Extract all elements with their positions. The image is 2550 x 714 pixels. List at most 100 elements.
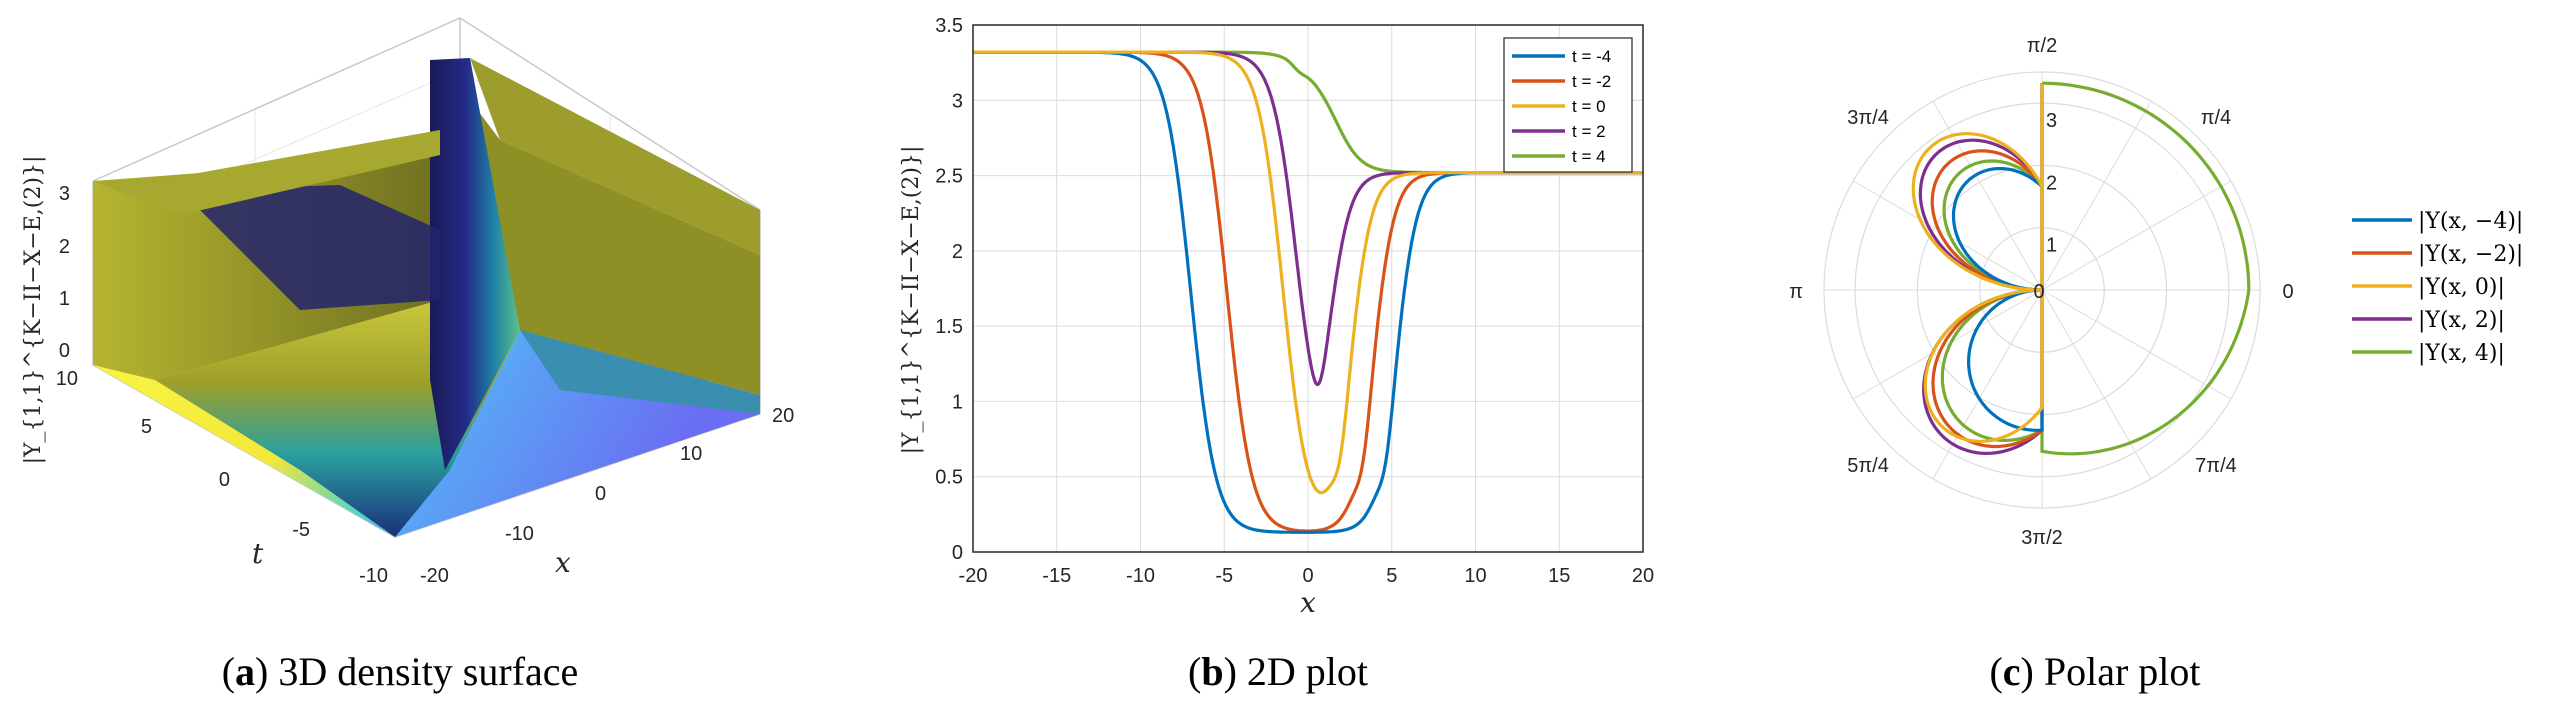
x3-axis-label: x xyxy=(555,546,571,579)
z-tick-0: 0 xyxy=(59,340,70,362)
b-x-ticks: -20 -15 -10 -5 0 5 10 15 20 xyxy=(959,565,1655,587)
b-x-tick-label: 0 xyxy=(1302,565,1313,587)
b-y-ticks: 0 0.5 1 1.5 2 2.5 3 3.5 xyxy=(935,15,963,564)
x3-tick-10: 10 xyxy=(680,443,702,465)
t-axis: 10 5 0 -5 -10 t xyxy=(56,368,388,587)
b-y-axis-label: |Υ_{1,1}^{K−II−X−E,(2)}| xyxy=(899,146,924,455)
b-legend: t = -4 t = -2 t = 0 t = 2 t = 4 xyxy=(1503,37,1633,173)
c-grid-spoke xyxy=(1932,100,2043,291)
c-r-label: 1 xyxy=(2046,235,2057,257)
c-theta-label: 5π/4 xyxy=(1847,455,1889,477)
b-series-group xyxy=(973,50,1643,534)
surface-wall-right xyxy=(520,330,760,414)
t-tick-m5: -5 xyxy=(292,519,310,541)
c-series-group xyxy=(1911,81,2251,456)
b-x-tick-label: -20 xyxy=(959,565,988,587)
c-grid-spoke xyxy=(2041,100,2152,291)
x3-tick-m20: -20 xyxy=(420,565,449,587)
c-legend-label: |Υ(x, 0)| xyxy=(2418,275,2505,300)
b-legend-label: t = 4 xyxy=(1572,147,1606,166)
panel-3d-surface: 0 1 2 3 |Υ_{1,1}^{K−II−X−E,(2)}| 10 5 0 … xyxy=(21,17,794,694)
b-y-tick-label: 3.5 xyxy=(935,15,963,37)
caption-c-letter: c xyxy=(2003,649,2021,694)
caption-a: (a) 3D density surface xyxy=(222,649,579,694)
t-tick-m10: -10 xyxy=(359,565,388,587)
t-tick-10: 10 xyxy=(56,368,78,390)
c-r-label: 2 xyxy=(2046,172,2057,194)
c-series-curve xyxy=(1911,83,2044,443)
surface-plateau-top xyxy=(93,130,440,215)
b-y-tick-label: 1.5 xyxy=(935,316,963,338)
b-y-tick-label: 3 xyxy=(952,90,963,112)
caption-b-letter: b xyxy=(1201,649,1223,694)
t-tick-0: 0 xyxy=(219,469,230,491)
b-legend-label: t = 2 xyxy=(1572,122,1606,141)
b-y-tick-label: 1 xyxy=(952,391,963,413)
panel-polar-plot: 0 π/4 π/2 3π/4 π 5π/4 3π/2 7π/4 1 2 3 0 |Υ(x, −4)|… xyxy=(1789,35,2523,694)
x3-tick-m10: -10 xyxy=(505,523,534,545)
z-axis: 0 1 2 3 |Υ_{1,1}^{K−II−X−E,(2)}| xyxy=(21,156,70,465)
c-legend: |Υ(x, −4)| |Υ(x, −2)| |Υ(x, 0)| |Υ(x, 2)| |Υ… xyxy=(2352,209,2523,366)
b-x-tick-label: -15 xyxy=(1042,565,1071,587)
b-y-tick-label: 2.5 xyxy=(935,166,963,188)
b-x-tick-label: 15 xyxy=(1548,565,1570,587)
c-legend-label: |Υ(x, 4)| xyxy=(2418,341,2505,366)
b-x-axis-label: x xyxy=(1300,586,1316,619)
b-axes-frame xyxy=(972,24,1644,553)
c-grid-spoke xyxy=(2041,289,2152,480)
c-grid-spoke xyxy=(1932,289,2043,480)
c-grid-spoke xyxy=(1852,289,2043,400)
x3-tick-20: 20 xyxy=(772,405,794,427)
caption-c: (c) Polar plot xyxy=(1989,649,2200,694)
c-theta-label: π/4 xyxy=(2201,107,2231,129)
c-theta-label: 3π/4 xyxy=(1847,107,1889,129)
b-y-tick-label: 0.5 xyxy=(935,467,963,489)
caption-a-text: 3D density surface xyxy=(278,649,578,694)
caption-a-letter: a xyxy=(235,649,255,694)
surface-right-slope xyxy=(470,58,760,255)
c-legend-label: |Υ(x, −4)| xyxy=(2418,209,2523,234)
z-tick-2: 2 xyxy=(59,236,70,258)
c-theta-label: π/2 xyxy=(2027,35,2057,57)
b-x-tick-label: 20 xyxy=(1632,565,1654,587)
b-x-tick-label: -5 xyxy=(1215,565,1233,587)
b-legend-label: t = 0 xyxy=(1572,97,1606,116)
z-tick-3: 3 xyxy=(59,183,70,205)
c-legend-label: |Υ(x, −2)| xyxy=(2418,242,2523,267)
x3-tick-0: 0 xyxy=(595,483,606,505)
c-legend-label: |Υ(x, 2)| xyxy=(2418,308,2505,333)
caption-c-text: Polar plot xyxy=(2044,649,2201,694)
c-theta-labels: 0 π/4 π/2 3π/4 π 5π/4 3π/2 7π/4 xyxy=(1789,35,2293,549)
c-r-labels: 1 2 3 0 xyxy=(2033,110,2057,303)
c-grid-spoke xyxy=(2041,289,2232,400)
surface-ridge xyxy=(430,58,520,470)
c-theta-label: π xyxy=(1789,281,1803,303)
c-r-label: 3 xyxy=(2046,110,2057,132)
b-series-line xyxy=(973,50,1643,495)
t-tick-5: 5 xyxy=(141,416,152,438)
c-grid-spoke xyxy=(2041,180,2232,291)
b-x-tick-label: 5 xyxy=(1386,565,1397,587)
x-axis-3d: -20 -10 0 10 20 x xyxy=(420,405,794,587)
b-x-tick-label: -10 xyxy=(1126,565,1155,587)
b-legend-items: t = -4 t = -2 t = 0 t = 2 t = 4 xyxy=(1512,47,1611,166)
z-tick-1: 1 xyxy=(59,288,70,310)
c-grid-spoke xyxy=(1852,180,2043,291)
b-legend-label: t = -2 xyxy=(1572,72,1611,91)
b-y-tick-label: 0 xyxy=(952,542,963,564)
surface-well xyxy=(180,185,440,310)
b-y-tick-label: 2 xyxy=(952,241,963,263)
t-axis-label: t xyxy=(252,537,264,570)
c-theta-label: 3π/2 xyxy=(2021,527,2063,549)
c-theta-label: 7π/4 xyxy=(2195,455,2237,477)
c-series-curve xyxy=(1940,81,2251,456)
b-x-tick-label: 10 xyxy=(1464,565,1486,587)
c-r-label-0: 0 xyxy=(2033,281,2044,303)
caption-b: (b) 2D plot xyxy=(1188,649,1368,694)
c-theta-label: 0 xyxy=(2282,281,2293,303)
surface-plateau-right xyxy=(440,60,760,395)
caption-b-text: 2D plot xyxy=(1247,649,1368,694)
b-legend-label: t = -4 xyxy=(1572,47,1611,66)
z-axis-label: |Υ_{1,1}^{K−II−X−E,(2)}| xyxy=(21,156,46,465)
